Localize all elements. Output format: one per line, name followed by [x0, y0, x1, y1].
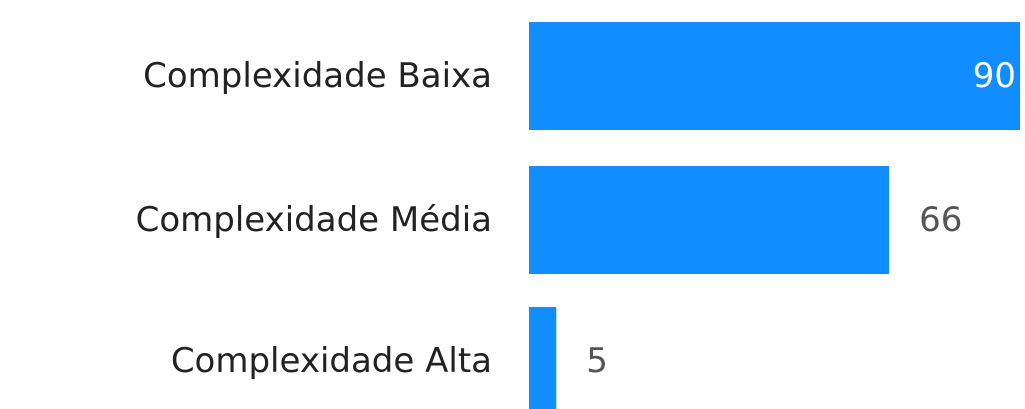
category-label: Complexidade Alta — [171, 341, 492, 381]
category-label: Complexidade Média — [136, 200, 492, 240]
bar — [529, 166, 890, 274]
value-label: 66 — [919, 200, 962, 240]
category-label: Complexidade Baixa — [143, 56, 492, 96]
value-label: 5 — [586, 341, 608, 381]
bar — [529, 22, 1020, 130]
bar — [529, 307, 557, 409]
value-label: 90 — [973, 56, 1016, 96]
